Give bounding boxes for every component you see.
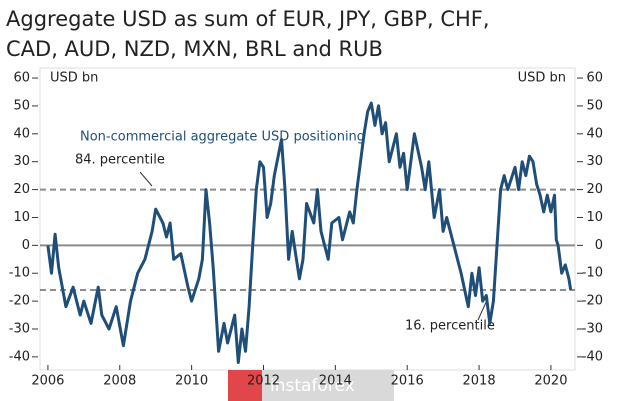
y2-tick-label: -20 bbox=[582, 294, 603, 309]
series-label: Non-commercial aggregate USD positioning bbox=[80, 130, 365, 145]
y-tick-label: -10 bbox=[9, 266, 30, 281]
annotation-arrow bbox=[139, 171, 153, 187]
y2-tick-label: 50 bbox=[586, 98, 603, 113]
data-line bbox=[46, 101, 573, 364]
y2-tick-label: 0 bbox=[595, 238, 603, 253]
y-tick-label: 30 bbox=[13, 154, 30, 169]
y-tick-label: 50 bbox=[13, 98, 30, 113]
x-tick-label: 2014 bbox=[319, 374, 352, 389]
chart-title: Aggregate USD as sum of EUR, JPY, GBP, C… bbox=[6, 7, 490, 31]
y2-tick-label: -40 bbox=[582, 349, 603, 364]
x-tick-label: 2008 bbox=[103, 374, 136, 389]
y-tick-label: 10 bbox=[13, 210, 30, 225]
y-tick-label: 40 bbox=[13, 126, 30, 141]
y2-axis-label: USD bn bbox=[518, 71, 566, 86]
y2-tick-label: 20 bbox=[586, 182, 603, 197]
watermark-logo bbox=[228, 370, 262, 401]
x-tick-label: 2016 bbox=[391, 374, 424, 389]
y2-tick-label: 10 bbox=[586, 210, 603, 225]
chart-title: CAD, AUD, NZD, MXN, BRL and RUB bbox=[6, 37, 383, 61]
y-axis-label: USD bn bbox=[50, 71, 98, 86]
y-tick-label: -20 bbox=[9, 294, 30, 309]
y-tick-label: 0 bbox=[22, 238, 30, 253]
reference-label: 84. percentile bbox=[75, 153, 165, 168]
y-tick-label: -30 bbox=[9, 322, 30, 337]
y-tick-label: 60 bbox=[13, 71, 30, 86]
x-tick-label: 2020 bbox=[534, 374, 567, 389]
y2-tick-label: 40 bbox=[586, 126, 603, 141]
y2-tick-label: 30 bbox=[586, 154, 603, 169]
y2-tick-label: -30 bbox=[582, 322, 603, 337]
x-tick-label: 2012 bbox=[247, 374, 280, 389]
y2-tick-label: -10 bbox=[582, 266, 603, 281]
x-tick-label: 2010 bbox=[175, 374, 208, 389]
reference-label: 16. percentile bbox=[405, 319, 495, 334]
y-tick-label: 20 bbox=[13, 182, 30, 197]
watermark: instaforex bbox=[270, 376, 355, 396]
y2-tick-label: 60 bbox=[586, 71, 603, 86]
y-tick-label: -40 bbox=[9, 349, 30, 364]
x-tick-label: 2006 bbox=[31, 374, 64, 389]
x-tick-label: 2018 bbox=[463, 374, 496, 389]
